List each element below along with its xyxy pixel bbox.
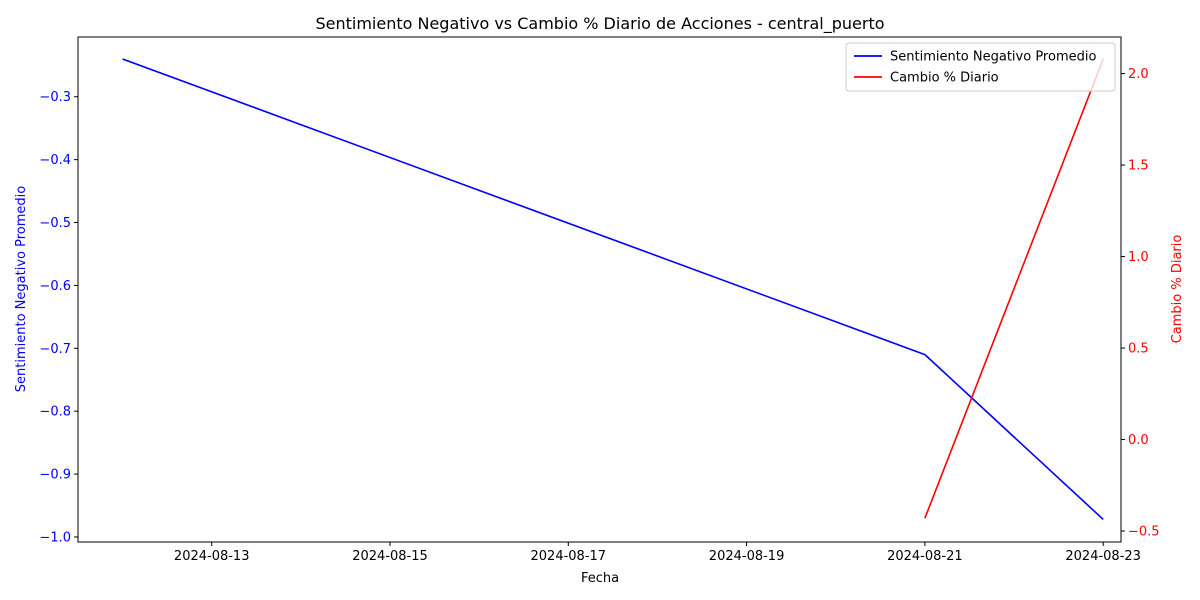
right-y-tick-label: 0.0	[1128, 433, 1149, 448]
chart-title: Sentimiento Negativo vs Cambio % Diario …	[315, 14, 884, 34]
series-line-sentimiento-negativo	[122, 58, 1104, 520]
right-y-tick-label: −0.5	[1128, 525, 1160, 540]
legend-label: Sentimiento Negativo Promedio	[890, 50, 1096, 65]
right-y-tick-label: 1.0	[1128, 250, 1149, 265]
x-tick-label: 2024-08-13	[174, 549, 250, 564]
left-y-tick-label: −0.3	[39, 90, 71, 105]
legend: Sentimiento Negativo Promedio Cambio % Di…	[845, 42, 1116, 92]
plot-area	[122, 58, 1104, 520]
left-y-axis-label: Sentimiento Negativo Promedio	[14, 186, 29, 392]
left-y-tick-label: −0.8	[39, 405, 71, 420]
legend-label: Cambio % Diario	[890, 71, 999, 86]
series-line-cambio-diario	[924, 58, 1104, 519]
right-y-tick-label: 2.0	[1128, 67, 1149, 82]
left-y-tick-label: −1.0	[39, 530, 71, 545]
left-y-tick-label: −0.9	[39, 468, 71, 483]
right-y-axis-label: Cambio % Diario	[1170, 235, 1185, 344]
left-y-tick-label: −0.6	[39, 279, 71, 294]
x-tick-label: 2024-08-21	[887, 549, 963, 564]
x-tick-label: 2024-08-17	[531, 549, 607, 564]
legend-box	[845, 42, 1116, 92]
left-y-tick-label: −0.4	[39, 153, 71, 168]
axes: 2024-08-13 2024-08-15 2024-08-17 2024-08-19…	[39, 36, 1160, 564]
left-y-tick-label: −0.7	[39, 342, 71, 357]
left-y-tick-label: −0.5	[39, 216, 71, 231]
x-tick-label: 2024-08-15	[352, 549, 428, 564]
right-y-tick-label: 1.5	[1128, 159, 1149, 174]
plot-frame	[77, 36, 1122, 543]
right-y-tick-label: 0.5	[1128, 342, 1149, 357]
x-tick-label: 2024-08-23	[1065, 549, 1141, 564]
x-axis-label: Fecha	[581, 571, 619, 586]
x-tick-label: 2024-08-19	[709, 549, 785, 564]
